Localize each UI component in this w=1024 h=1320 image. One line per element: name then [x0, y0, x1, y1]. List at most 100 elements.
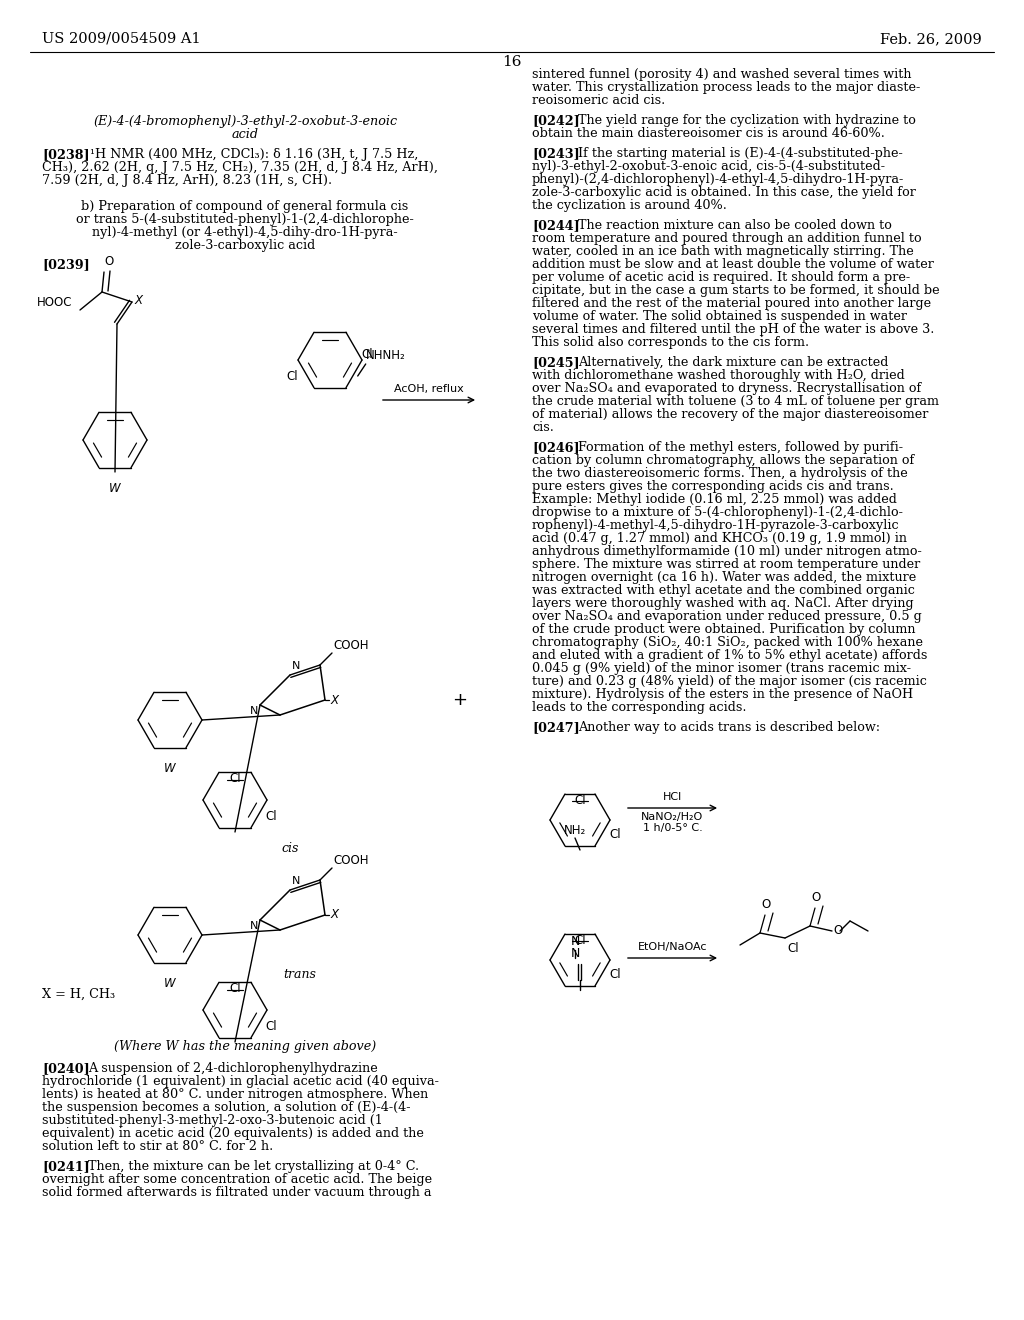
- Text: dropwise to a mixture of 5-(4-chlorophenyl)-1-(2,4-dichlo-: dropwise to a mixture of 5-(4-chlorophen…: [532, 506, 903, 519]
- Text: of the crude product were obtained. Purification by column: of the crude product were obtained. Puri…: [532, 623, 915, 636]
- Text: was extracted with ethyl acetate and the combined organic: was extracted with ethyl acetate and the…: [532, 583, 914, 597]
- Text: [0245]: [0245]: [532, 356, 580, 370]
- Text: [0242]: [0242]: [532, 114, 580, 127]
- Text: substituted-phenyl-3-methyl-2-oxo-3-butenoic acid (1: substituted-phenyl-3-methyl-2-oxo-3-bute…: [42, 1114, 383, 1127]
- Text: overnight after some concentration of acetic acid. The beige: overnight after some concentration of ac…: [42, 1173, 432, 1185]
- Text: cation by column chromatography, allows the separation of: cation by column chromatography, allows …: [532, 454, 914, 467]
- Text: sintered funnel (porosity 4) and washed several times with: sintered funnel (porosity 4) and washed …: [532, 69, 911, 81]
- Text: [0238]: [0238]: [42, 148, 90, 161]
- Text: W: W: [164, 762, 176, 775]
- Text: per volume of acetic acid is required. It should form a pre-: per volume of acetic acid is required. I…: [532, 271, 910, 284]
- Text: water, cooled in an ice bath with magnetically stirring. The: water, cooled in an ice bath with magnet…: [532, 246, 913, 257]
- Text: W: W: [164, 977, 176, 990]
- Text: 7.59 (2H, d, J 8.4 Hz, ArH), 8.23 (1H, s, CH).: 7.59 (2H, d, J 8.4 Hz, ArH), 8.23 (1H, s…: [42, 174, 332, 187]
- Text: Feb. 26, 2009: Feb. 26, 2009: [881, 32, 982, 46]
- Text: A suspension of 2,4-dichlorophenylhydrazine: A suspension of 2,4-dichlorophenylhydraz…: [88, 1063, 378, 1074]
- Text: COOH: COOH: [333, 639, 369, 652]
- Text: pure esters gives the corresponding acids cis and trans.: pure esters gives the corresponding acid…: [532, 480, 894, 492]
- Text: The yield range for the cyclization with hydrazine to: The yield range for the cyclization with…: [578, 114, 915, 127]
- Text: reoisomeric acid cis.: reoisomeric acid cis.: [532, 94, 666, 107]
- Text: X: X: [330, 693, 338, 706]
- Text: Alternatively, the dark mixture can be extracted: Alternatively, the dark mixture can be e…: [578, 356, 889, 370]
- Text: O: O: [762, 898, 771, 911]
- Text: the two diastereoisomeric forms. Then, a hydrolysis of the: the two diastereoisomeric forms. Then, a…: [532, 467, 907, 480]
- Text: water. This crystallization process leads to the major diaste-: water. This crystallization process lead…: [532, 81, 921, 94]
- Text: 0.045 g (9% yield) of the minor isomer (trans racemic mix-: 0.045 g (9% yield) of the minor isomer (…: [532, 663, 911, 675]
- Text: ture) and 0.23 g (48% yield) of the major isomer (cis racemic: ture) and 0.23 g (48% yield) of the majo…: [532, 675, 927, 688]
- Text: N: N: [250, 706, 258, 715]
- Text: nitrogen overnight (ca 16 h). Water was added, the mixture: nitrogen overnight (ca 16 h). Water was …: [532, 572, 916, 583]
- Text: Then, the mixture can be let crystallizing at 0-4° C.: Then, the mixture can be let crystallizi…: [88, 1160, 419, 1173]
- Text: nyl)-4-methyl (or 4-ethyl)-4,5-dihy-dro-1H-pyra-: nyl)-4-methyl (or 4-ethyl)-4,5-dihy-dro-…: [92, 226, 397, 239]
- Text: zole-3-carboxylic acid: zole-3-carboxylic acid: [175, 239, 315, 252]
- Text: 16: 16: [502, 55, 522, 69]
- Text: trans: trans: [284, 968, 316, 981]
- Text: equivalent) in acetic acid (20 equivalents) is added and the: equivalent) in acetic acid (20 equivalen…: [42, 1127, 424, 1140]
- Text: Cl: Cl: [574, 795, 586, 807]
- Text: mixture). Hydrolysis of the esters in the presence of NaOH: mixture). Hydrolysis of the esters in th…: [532, 688, 913, 701]
- Text: Cl: Cl: [787, 942, 799, 954]
- Text: and eluted with a gradient of 1% to 5% ethyl acetate) affords: and eluted with a gradient of 1% to 5% e…: [532, 649, 928, 663]
- Text: of material) allows the recovery of the major diastereoisomer: of material) allows the recovery of the …: [532, 408, 929, 421]
- Text: HCl: HCl: [663, 792, 682, 803]
- Text: US 2009/0054509 A1: US 2009/0054509 A1: [42, 32, 201, 46]
- Text: layers were thoroughly washed with aq. NaCl. After drying: layers were thoroughly washed with aq. N…: [532, 597, 913, 610]
- Text: over Na₂SO₄ and evaporated to dryness. Recrystallisation of: over Na₂SO₄ and evaporated to dryness. R…: [532, 381, 922, 395]
- Text: several times and filtered until the pH of the water is above 3.: several times and filtered until the pH …: [532, 323, 934, 337]
- Text: (E)-4-(4-bromophenyl)-3-ethyl-2-oxobut-3-enoic: (E)-4-(4-bromophenyl)-3-ethyl-2-oxobut-3…: [93, 115, 397, 128]
- Text: N: N: [292, 661, 300, 671]
- Text: the cyclization is around 40%.: the cyclization is around 40%.: [532, 199, 727, 213]
- Text: room temperature and poured through an addition funnel to: room temperature and poured through an a…: [532, 232, 922, 246]
- Text: filtered and the rest of the material poured into another large: filtered and the rest of the material po…: [532, 297, 931, 310]
- Text: cis.: cis.: [532, 421, 554, 434]
- Text: cipitate, but in the case a gum starts to be formed, it should be: cipitate, but in the case a gum starts t…: [532, 284, 940, 297]
- Text: phenyl)-(2,4-dichlorophenyl)-4-ethyl-4,5-dihydro-1H-pyra-: phenyl)-(2,4-dichlorophenyl)-4-ethyl-4,5…: [532, 173, 904, 186]
- Text: Cl: Cl: [609, 829, 621, 842]
- Text: anhydrous dimethylformamide (10 ml) under nitrogen atmo-: anhydrous dimethylformamide (10 ml) unde…: [532, 545, 922, 558]
- Text: rophenyl)-4-methyl-4,5-dihydro-1H-pyrazole-3-carboxylic: rophenyl)-4-methyl-4,5-dihydro-1H-pyrazo…: [532, 519, 900, 532]
- Text: [0240]: [0240]: [42, 1063, 90, 1074]
- Text: solution left to stir at 80° C. for 2 h.: solution left to stir at 80° C. for 2 h.: [42, 1140, 273, 1152]
- Text: N: N: [570, 935, 580, 948]
- Text: the crude material with toluene (3 to 4 mL of toluene per gram: the crude material with toluene (3 to 4 …: [532, 395, 939, 408]
- Text: Formation of the methyl esters, followed by purifi-: Formation of the methyl esters, followed…: [578, 441, 903, 454]
- Text: [0247]: [0247]: [532, 721, 580, 734]
- Text: N: N: [570, 946, 580, 960]
- Text: NaNO₂/H₂O: NaNO₂/H₂O: [641, 812, 703, 822]
- Text: [0246]: [0246]: [532, 441, 580, 454]
- Text: Another way to acids trans is described below:: Another way to acids trans is described …: [578, 721, 880, 734]
- Text: Cl: Cl: [287, 370, 298, 383]
- Text: with dichloromethane washed thoroughly with H₂O, dried: with dichloromethane washed thoroughly w…: [532, 370, 905, 381]
- Text: [0241]: [0241]: [42, 1160, 90, 1173]
- Text: cis: cis: [282, 842, 299, 855]
- Text: X: X: [135, 293, 143, 306]
- Text: [0239]: [0239]: [42, 257, 90, 271]
- Text: If the starting material is (E)-4-(4-substituted-phe-: If the starting material is (E)-4-(4-sub…: [578, 147, 903, 160]
- Text: X = H, CH₃: X = H, CH₃: [42, 987, 115, 1001]
- Text: volume of water. The solid obtained is suspended in water: volume of water. The solid obtained is s…: [532, 310, 907, 323]
- Text: Cl: Cl: [361, 348, 374, 360]
- Text: Example: Methyl iodide (0.16 ml, 2.25 mmol) was added: Example: Methyl iodide (0.16 ml, 2.25 mm…: [532, 492, 897, 506]
- Text: AcOH, reflux: AcOH, reflux: [394, 384, 464, 393]
- Text: COOH: COOH: [333, 854, 369, 867]
- Text: 1 h/0-5° C.: 1 h/0-5° C.: [643, 822, 702, 833]
- Text: This solid also corresponds to the cis form.: This solid also corresponds to the cis f…: [532, 337, 809, 348]
- Text: addition must be slow and at least double the volume of water: addition must be slow and at least doubl…: [532, 257, 934, 271]
- Text: (Where W has the meaning given above): (Where W has the meaning given above): [114, 1040, 376, 1053]
- Text: over Na₂SO₄ and evaporation under reduced pressure, 0.5 g: over Na₂SO₄ and evaporation under reduce…: [532, 610, 922, 623]
- Text: lents) is heated at 80° C. under nitrogen atmosphere. When: lents) is heated at 80° C. under nitroge…: [42, 1088, 428, 1101]
- Text: The reaction mixture can also be cooled down to: The reaction mixture can also be cooled …: [578, 219, 892, 232]
- Text: Cl: Cl: [229, 982, 241, 995]
- Text: N: N: [250, 921, 258, 931]
- Text: X: X: [330, 908, 338, 921]
- Text: [0244]: [0244]: [532, 219, 580, 232]
- Text: b) Preparation of compound of general formula cis: b) Preparation of compound of general fo…: [81, 201, 409, 213]
- Text: N: N: [292, 876, 300, 886]
- Text: W: W: [110, 482, 121, 495]
- Text: Cl: Cl: [265, 809, 278, 822]
- Text: ¹H NMR (400 MHz, CDCl₃): δ 1.16 (3H, t, J 7.5 Hz,: ¹H NMR (400 MHz, CDCl₃): δ 1.16 (3H, t, …: [90, 148, 419, 161]
- Text: sphere. The mixture was stirred at room temperature under: sphere. The mixture was stirred at room …: [532, 558, 921, 572]
- Text: Cl: Cl: [609, 969, 621, 982]
- Text: acid: acid: [231, 128, 258, 141]
- Text: EtOH/NaOAc: EtOH/NaOAc: [638, 942, 708, 952]
